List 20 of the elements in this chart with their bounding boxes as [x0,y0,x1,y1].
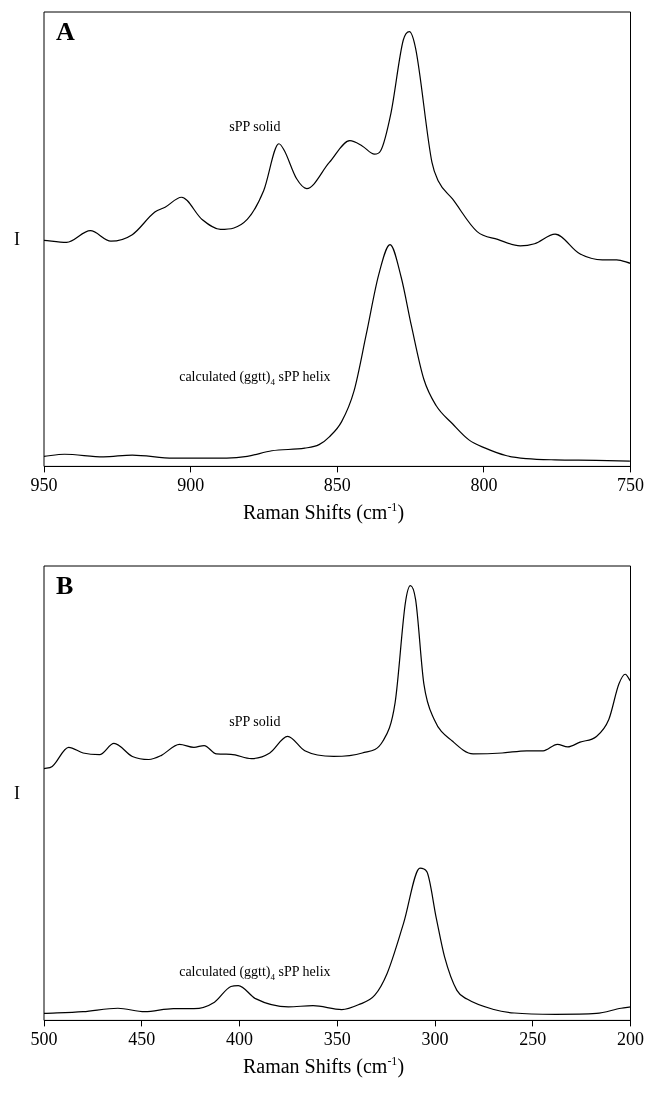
x-tick-label: 400 [226,1028,253,1049]
x-axis-title: Raman Shifts (cm$^{-1}$) [241,500,406,524]
x-tick-label: 450 [128,1028,156,1049]
y-axis-title: I [14,783,20,804]
y-axis-title: I [14,229,20,250]
chart-title: B [56,570,74,600]
x-tick-label: 350 [323,1028,351,1049]
x-tick-label: 750 [617,474,644,495]
x-tick-label: 500 [30,1028,58,1049]
x-tick-label: 950 [30,474,58,495]
x-tick-label: 850 [323,474,351,495]
series-label: sPP solid [229,714,281,730]
x-tick-label: 250 [519,1028,547,1049]
series-label: sPP solid [229,118,281,134]
x-tick-label: 300 [421,1028,449,1049]
x-tick-label: 800 [470,474,498,495]
x-axis-title: Raman Shifts (cm$^{-1}$) [241,1054,406,1078]
chart-title: A [56,16,75,46]
x-tick-label: 900 [177,474,205,495]
x-tick-label: 200 [617,1028,644,1049]
